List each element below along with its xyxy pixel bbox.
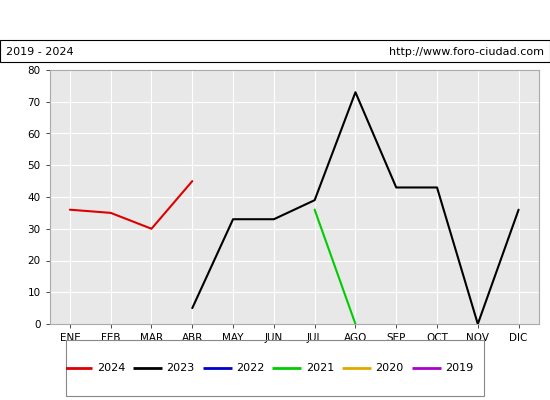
Text: 2023: 2023 [166, 363, 195, 373]
Text: 2019: 2019 [445, 363, 473, 373]
Text: 2022: 2022 [236, 363, 265, 373]
Text: Evolucion Nº Turistas Extranjeros en el municipio de Cañamares: Evolucion Nº Turistas Extranjeros en el … [24, 14, 526, 28]
Text: 2024: 2024 [97, 363, 125, 373]
Text: 2019 - 2024: 2019 - 2024 [6, 47, 73, 57]
Text: 2020: 2020 [375, 363, 404, 373]
Text: http://www.foro-ciudad.com: http://www.foro-ciudad.com [389, 47, 544, 57]
Text: 2021: 2021 [306, 363, 334, 373]
